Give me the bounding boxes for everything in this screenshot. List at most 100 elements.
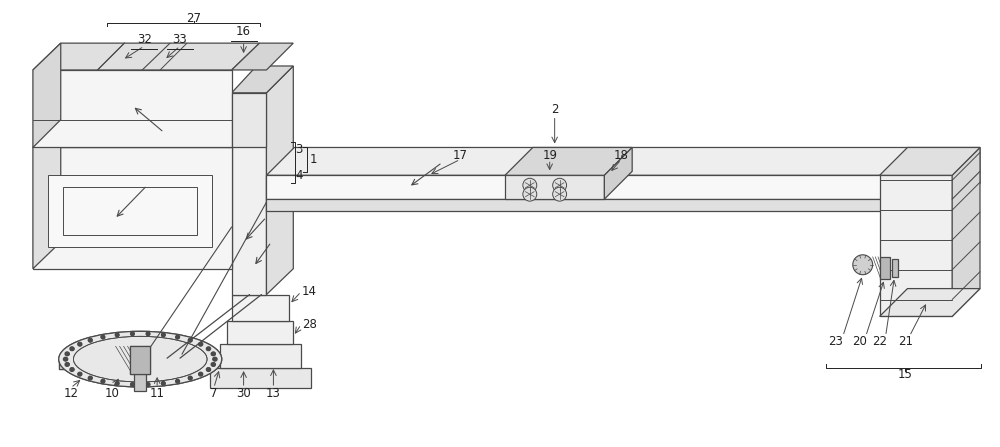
Text: 15: 15 — [898, 367, 913, 380]
Circle shape — [101, 335, 105, 339]
Polygon shape — [952, 148, 980, 316]
Text: 4: 4 — [296, 169, 303, 182]
Circle shape — [88, 338, 92, 342]
Circle shape — [78, 372, 81, 376]
Circle shape — [101, 380, 105, 383]
Bar — [134, 374, 146, 391]
Circle shape — [213, 358, 216, 361]
Circle shape — [199, 343, 202, 346]
Circle shape — [176, 336, 179, 339]
Circle shape — [89, 376, 92, 380]
Text: 23: 23 — [828, 335, 843, 348]
Circle shape — [78, 342, 81, 346]
Circle shape — [102, 336, 105, 339]
Circle shape — [212, 352, 215, 356]
Bar — [130, 346, 150, 374]
Polygon shape — [33, 120, 260, 148]
Circle shape — [189, 338, 192, 342]
Circle shape — [207, 347, 211, 350]
Text: 27: 27 — [186, 12, 201, 25]
Ellipse shape — [59, 331, 222, 387]
Text: 30: 30 — [236, 388, 251, 401]
Circle shape — [131, 383, 134, 386]
Circle shape — [212, 363, 215, 366]
Circle shape — [115, 333, 119, 337]
Circle shape — [65, 358, 68, 361]
Polygon shape — [505, 148, 632, 175]
Polygon shape — [266, 199, 952, 211]
Circle shape — [89, 339, 92, 342]
Polygon shape — [266, 175, 952, 199]
Circle shape — [79, 343, 82, 346]
Polygon shape — [952, 148, 980, 211]
Text: 10: 10 — [105, 388, 120, 401]
Polygon shape — [232, 295, 289, 321]
Text: 3: 3 — [296, 143, 303, 156]
Circle shape — [71, 368, 74, 371]
Circle shape — [70, 347, 74, 350]
Circle shape — [523, 178, 537, 192]
Circle shape — [131, 383, 134, 386]
Polygon shape — [232, 93, 266, 295]
Circle shape — [131, 332, 134, 336]
Circle shape — [63, 357, 67, 361]
Circle shape — [206, 347, 210, 350]
Circle shape — [199, 372, 203, 376]
Circle shape — [553, 178, 567, 192]
Circle shape — [211, 363, 214, 366]
Circle shape — [176, 335, 180, 339]
Circle shape — [211, 352, 214, 355]
Bar — [48, 175, 212, 247]
Ellipse shape — [59, 331, 222, 387]
Circle shape — [146, 333, 150, 336]
Polygon shape — [33, 43, 61, 148]
Circle shape — [146, 383, 150, 386]
Text: 20: 20 — [852, 335, 867, 348]
Polygon shape — [266, 148, 980, 175]
Polygon shape — [880, 289, 980, 316]
Circle shape — [176, 380, 180, 383]
Circle shape — [188, 339, 191, 342]
Circle shape — [213, 357, 217, 361]
Circle shape — [65, 352, 69, 356]
Circle shape — [71, 347, 74, 350]
Circle shape — [116, 382, 119, 385]
Circle shape — [66, 352, 69, 355]
Polygon shape — [266, 66, 293, 295]
Polygon shape — [59, 359, 222, 369]
Bar — [130, 346, 150, 374]
Text: 7: 7 — [210, 388, 218, 401]
Polygon shape — [604, 148, 632, 199]
Text: 22: 22 — [872, 335, 887, 348]
Circle shape — [146, 332, 150, 336]
Polygon shape — [232, 93, 266, 148]
Polygon shape — [59, 359, 222, 369]
Circle shape — [146, 383, 150, 386]
Circle shape — [162, 333, 165, 337]
Polygon shape — [220, 344, 301, 368]
Bar — [63, 187, 197, 235]
Polygon shape — [33, 43, 260, 70]
Bar — [892, 259, 898, 277]
Circle shape — [523, 187, 537, 201]
Polygon shape — [880, 148, 980, 175]
Circle shape — [131, 333, 134, 336]
Text: 16: 16 — [236, 25, 251, 38]
Circle shape — [853, 255, 873, 274]
Text: 13: 13 — [266, 388, 281, 401]
Circle shape — [553, 187, 567, 201]
Circle shape — [70, 368, 74, 371]
Circle shape — [199, 342, 203, 346]
Polygon shape — [33, 148, 232, 269]
Text: 1: 1 — [309, 153, 317, 166]
Polygon shape — [33, 120, 61, 269]
Circle shape — [162, 382, 165, 385]
Circle shape — [88, 376, 92, 380]
Circle shape — [102, 380, 105, 383]
Circle shape — [176, 380, 179, 383]
Text: 32: 32 — [137, 33, 152, 46]
Text: 12: 12 — [63, 388, 78, 401]
Bar — [880, 257, 890, 278]
Text: 21: 21 — [898, 335, 913, 348]
Polygon shape — [232, 43, 293, 70]
